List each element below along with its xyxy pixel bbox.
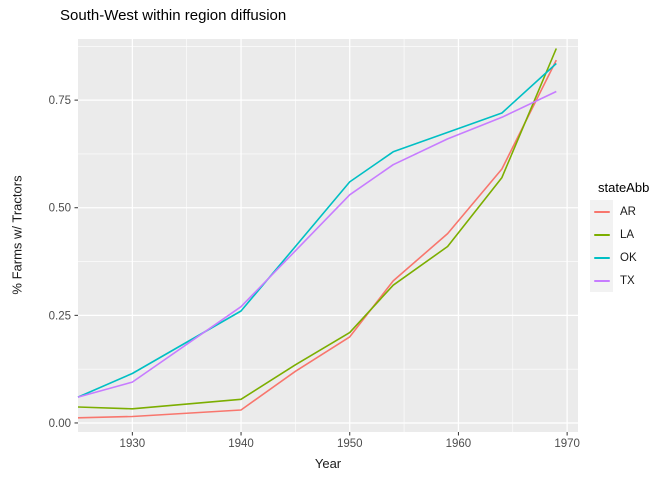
series-line-ar — [77, 59, 558, 419]
legend-key-tx — [590, 269, 613, 292]
legend-key-line-icon — [593, 279, 610, 282]
legend-label-ok: OK — [620, 251, 637, 264]
chart-title: South-West within region diffusion — [60, 7, 287, 24]
legend-key-ar — [590, 200, 613, 223]
legend-label-ar: AR — [620, 205, 636, 218]
legend-key-line-icon — [593, 256, 610, 259]
series-line-la — [77, 48, 558, 410]
legend-label-tx: TX — [620, 274, 635, 287]
x-axis-title: Year — [314, 456, 342, 471]
series-line-tx — [77, 90, 557, 398]
legend-items: AR LA OK TX — [590, 200, 649, 292]
y-tick-label: 0.75 — [49, 95, 71, 107]
y-tick-label: 0.00 — [49, 418, 71, 430]
plot-panel — [78, 39, 578, 432]
legend-key-line-icon — [593, 233, 610, 236]
legend: stateAbb AR LA OK TX — [590, 180, 649, 292]
legend-key-ok — [590, 246, 613, 269]
legend-item-tx: TX — [590, 269, 649, 292]
legend-item-ok: OK — [590, 246, 649, 269]
y-tick-label: 0.50 — [49, 203, 71, 215]
x-tick-label: 1930 — [120, 438, 146, 450]
legend-item-la: LA — [590, 223, 649, 246]
y-tick-label: 0.25 — [49, 310, 71, 322]
x-tick-label: 1960 — [446, 438, 472, 450]
legend-key-line-icon — [593, 210, 610, 213]
legend-label-la: LA — [620, 228, 635, 241]
legend-item-ar: AR — [590, 200, 649, 223]
x-tick-label: 1940 — [228, 438, 254, 450]
x-tick-label: 1950 — [337, 438, 363, 450]
legend-title: stateAbb — [598, 180, 650, 195]
x-tick-label: 1970 — [554, 438, 580, 450]
legend-key-la — [590, 223, 613, 246]
series-line-ok — [77, 62, 557, 398]
